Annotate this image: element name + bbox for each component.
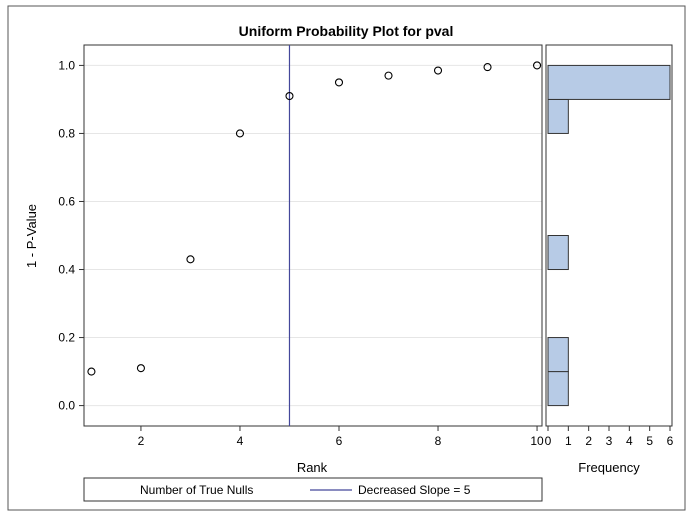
- y-tick-label: 0.4: [58, 263, 75, 277]
- legend-entry-label: Decreased Slope = 5: [358, 483, 471, 497]
- data-point: [532, 61, 542, 70]
- histogram-bar: [547, 98, 569, 134]
- x-tick-label: 6: [336, 434, 343, 448]
- data-point: [433, 66, 443, 75]
- x-tick-label: 10: [530, 434, 544, 448]
- scatter-plot: 0.0 0.2 0.4 0.6 0.8 1.0 2 4 6 8 10: [58, 44, 544, 448]
- data-point: [285, 91, 294, 101]
- x-tick-label: 8: [435, 434, 442, 448]
- histogram-bar: [547, 235, 569, 271]
- plot-frame: [83, 44, 543, 427]
- y-tick-label: 0.8: [58, 126, 75, 140]
- data-point: [235, 129, 245, 138]
- histogram-bar: [547, 337, 569, 373]
- histogram-x-tick-label: 3: [606, 434, 613, 448]
- histogram-x-tick-label: 5: [646, 434, 653, 448]
- x-tick-label: 4: [237, 434, 244, 448]
- y-tick-label: 0.2: [58, 331, 75, 345]
- x-tick-label: 2: [138, 434, 145, 448]
- histogram-x-tick-label: 0: [545, 434, 552, 448]
- data-point: [334, 78, 344, 87]
- y-tick-label: 1.0: [58, 58, 75, 72]
- histogram-bar: [547, 64, 671, 100]
- data-point: [483, 63, 492, 72]
- data-point: [186, 255, 195, 264]
- x-axis-label: Rank: [297, 460, 328, 475]
- data-point: [87, 367, 96, 376]
- y-tick-label: 0.6: [58, 194, 75, 208]
- y-axis-label: 1 - P-Value: [24, 204, 39, 268]
- histogram-x-tick-label: 1: [565, 434, 572, 448]
- chart-title: Uniform Probability Plot for pval: [239, 23, 454, 39]
- data-point: [384, 71, 393, 80]
- histogram-bar: [547, 371, 569, 407]
- histogram-x-axis-label: Frequency: [578, 460, 640, 475]
- legend: Number of True Nulls Decreased Slope = 5: [83, 477, 543, 502]
- histogram-x-tick-label: 4: [626, 434, 633, 448]
- legend-title: Number of True Nulls: [140, 483, 253, 497]
- y-tick-label: 0.0: [58, 399, 75, 413]
- histogram-x-tick-label: 6: [667, 434, 674, 448]
- histogram-x-tick-label: 2: [585, 434, 592, 448]
- data-point: [136, 364, 145, 373]
